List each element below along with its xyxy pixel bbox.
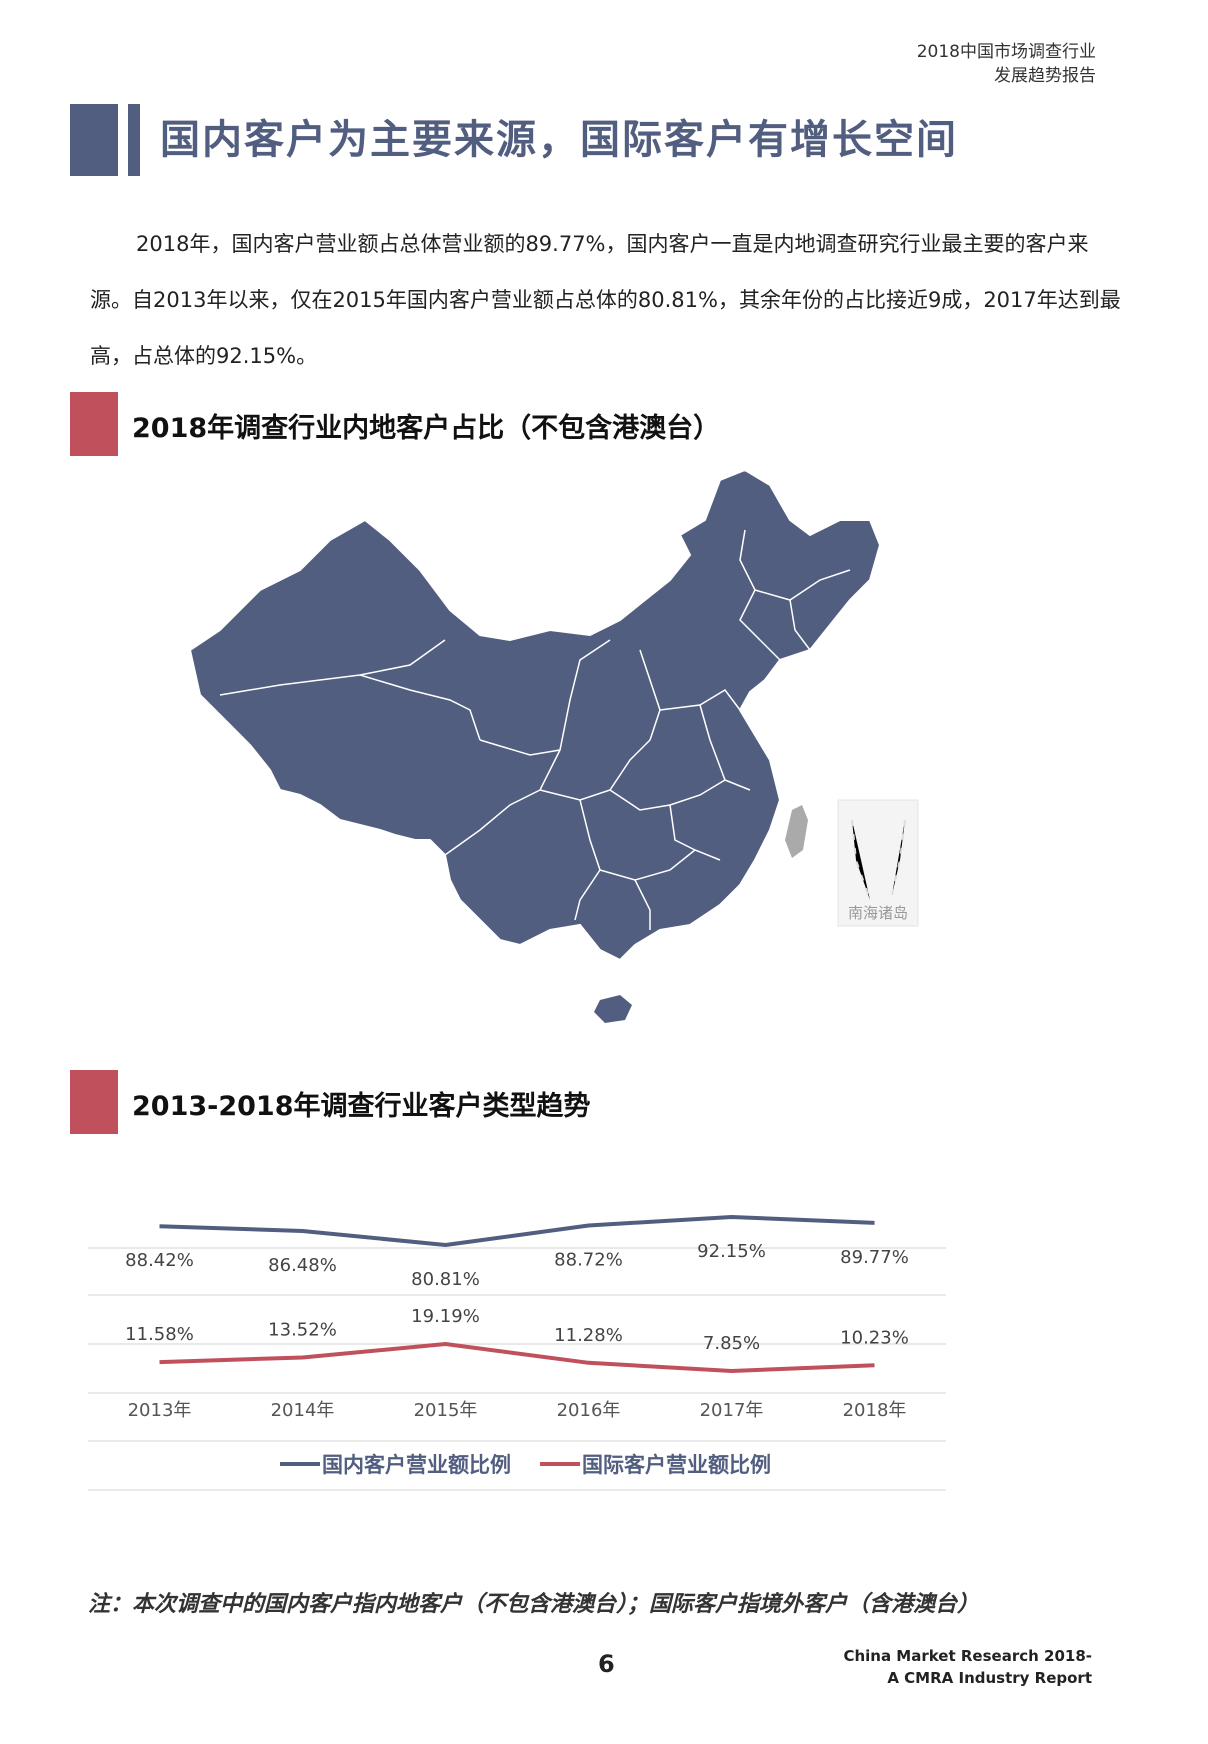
- section-accent-bar: [70, 1070, 118, 1134]
- island-hainan: [594, 995, 632, 1023]
- chart-x-ticks: 2013年 2014年 2015年 2016年 2017年 2018年: [128, 1400, 907, 1421]
- legend-label-domestic: 国内客户营业额比例: [322, 1453, 511, 1477]
- line-domestic: [159, 1215, 875, 1247]
- intro-paragraph-block: 2018年，国内客户营业额占总体营业额的89.77%，国内客户一直是内地调查研究…: [90, 216, 1130, 384]
- x-tick-label: 2013年: [128, 1400, 192, 1421]
- data-label: 11.28%: [554, 1325, 623, 1346]
- section-title-map: 2018年调查行业内地客户占比（不包含港澳台）: [132, 413, 721, 444]
- data-label: 13.52%: [268, 1320, 337, 1341]
- data-label: 19.19%: [411, 1306, 480, 1327]
- x-tick-label: 2017年: [700, 1400, 764, 1421]
- title-accent-bar: [70, 104, 118, 176]
- footer-line-1: China Market Research 2018-: [843, 1647, 1092, 1665]
- map-inset-label: 南海诸岛: [848, 904, 908, 922]
- page-title: 国内客户为主要来源，国际客户有增长空间: [160, 117, 958, 163]
- report-footer: China Market Research 2018- A CMRA Indus…: [843, 1645, 1092, 1689]
- x-tick-label: 2018年: [843, 1400, 907, 1421]
- chart-lines: [159, 1215, 875, 1373]
- page-number: 6: [598, 1650, 615, 1678]
- data-label: 7.85%: [703, 1333, 760, 1354]
- x-tick-label: 2015年: [414, 1400, 478, 1421]
- x-tick-label: 2016年: [557, 1400, 621, 1421]
- province-borders: [219, 529, 851, 930]
- section-title-trend: 2013-2018年调查行业客户类型趋势: [132, 1091, 591, 1122]
- nine-dash-line: [851, 819, 906, 901]
- island-taiwan: [785, 805, 808, 858]
- trend-chart-svg: 88.42% 86.48% 80.81% 88.72% 92.15% 89.77% 11.5…: [88, 1215, 946, 1491]
- report-header: 2018中国市场调查行业 发展趋势报告: [917, 40, 1096, 88]
- data-label: 10.23%: [840, 1327, 909, 1348]
- data-label: 92.15%: [697, 1241, 766, 1262]
- china-map-svg: 南海诸岛: [188, 468, 919, 1023]
- client-type-trend-chart: 88.42% 86.48% 80.81% 88.72% 92.15% 89.77% 11.5…: [80, 1150, 1080, 1570]
- data-label: 88.42%: [125, 1250, 194, 1271]
- chart-data-labels: 88.42% 86.48% 80.81% 88.72% 92.15% 89.77% 11.5…: [125, 1241, 909, 1354]
- section-accent-bar: [70, 392, 118, 456]
- data-label: 86.48%: [268, 1255, 337, 1276]
- data-label: 11.58%: [125, 1324, 194, 1345]
- line-international: [159, 1342, 875, 1373]
- title-accent-bar-thin: [128, 104, 140, 176]
- chart-gridlines: [88, 1247, 946, 1491]
- mainland-shape: [188, 468, 882, 962]
- data-label: 89.77%: [840, 1247, 909, 1268]
- intro-paragraph: 2018年，国内客户营业额占总体营业额的89.77%，国内客户一直是内地调查研究…: [90, 232, 1121, 368]
- footer-line-2: A CMRA Industry Report: [887, 1669, 1092, 1687]
- x-tick-label: 2014年: [271, 1400, 335, 1421]
- china-map: 南海诸岛: [180, 460, 1060, 1040]
- data-label: 88.72%: [554, 1249, 623, 1270]
- legend-label-international: 国际客户营业额比例: [582, 1453, 771, 1477]
- data-label: 80.81%: [411, 1269, 480, 1290]
- header-line-2: 发展趋势报告: [994, 66, 1096, 86]
- chart-legend: 国内客户营业额比例 国际客户营业额比例: [280, 1453, 771, 1477]
- header-line-1: 2018中国市场调查行业: [916, 42, 1096, 62]
- footnote: 注：本次调查中的国内客户指内地客户（不包含港澳台）；国际客户指境外客户（含港澳台…: [88, 1592, 980, 1617]
